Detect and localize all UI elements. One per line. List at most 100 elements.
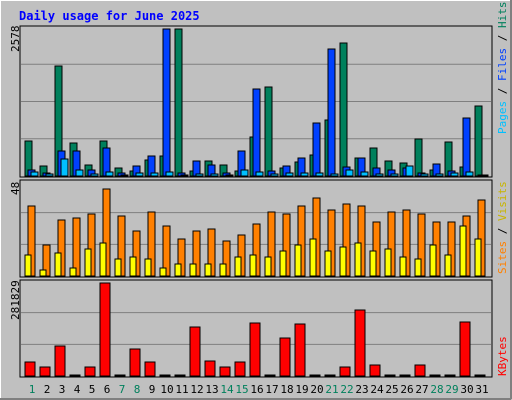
day-label: 13 [205, 383, 218, 396]
legend-sites: Sites [496, 241, 509, 274]
bar-sites [234, 256, 242, 277]
bar-sites [309, 238, 317, 277]
bar-pages [300, 172, 309, 177]
day-label: 16 [250, 383, 263, 396]
bar-sites [219, 263, 227, 277]
bar-pages [120, 174, 129, 177]
bar-kbytes [264, 374, 276, 377]
bar-pages [210, 173, 219, 177]
legend-kbytes-group: KBytes [496, 336, 509, 376]
bar-sites [474, 238, 482, 277]
day-axis-labels: 1 2 3 4 5 6 7 8 9 10 11 12 13 14 15 16 17 18 19 20 21 22 23 24 2… [29, 383, 489, 396]
day-label: 30 [460, 383, 473, 396]
bar-pages [405, 165, 414, 177]
day-label: 6 [104, 383, 111, 396]
day-label: 8 [134, 383, 141, 396]
chart-title: Daily usage for June 2025 [19, 9, 200, 23]
day-label: 11 [175, 383, 188, 396]
bar-sites [159, 267, 167, 277]
bar-hits [414, 138, 423, 177]
legend-visits-sites: Sites / Visits [496, 181, 509, 274]
day-label: 17 [265, 383, 278, 396]
legend-kbytes: KBytes [496, 336, 509, 376]
bar-kbytes [399, 374, 411, 377]
bar-kbytes [474, 374, 486, 377]
bar-kbytes [189, 326, 201, 377]
bar-sites [69, 267, 77, 277]
bar-kbytes [99, 282, 111, 377]
day-label: 19 [295, 383, 308, 396]
bar-pages [105, 171, 114, 177]
bar-sites [294, 244, 302, 277]
bar-kbytes [234, 361, 246, 377]
day-label: 18 [280, 383, 293, 396]
bar-pages [285, 172, 294, 177]
bar-kbytes [144, 361, 156, 377]
bar-sites [189, 263, 197, 277]
bar-kbytes [159, 374, 171, 377]
bar-sites [279, 250, 287, 277]
day-label: 1 [29, 383, 36, 396]
bar-pages [270, 173, 279, 177]
bar-pages [465, 171, 474, 177]
bar-kbytes [324, 374, 336, 377]
bar-kbytes [444, 374, 456, 377]
max-label-kbytes: 281829 [9, 280, 22, 320]
day-label: 2 [44, 383, 51, 396]
day-label: 20 [310, 383, 323, 396]
bar-kbytes [309, 374, 321, 377]
day-label: 3 [59, 383, 66, 396]
bar-sites [444, 254, 452, 277]
bar-pages [450, 172, 459, 177]
bar-kbytes [354, 309, 366, 377]
day-label: 21 [325, 383, 338, 396]
bar-kbytes [129, 348, 141, 377]
bar-kbytes [414, 364, 426, 377]
bar-kbytes [339, 366, 351, 377]
bar-sites [339, 246, 347, 277]
bar-pages [330, 173, 339, 177]
max-label-visits: 48 [9, 182, 22, 195]
legend-hits: Hits [496, 2, 509, 29]
bar-pages [45, 173, 54, 177]
bar-sites [114, 258, 122, 277]
bar-hits [174, 28, 183, 177]
bar-kbytes [279, 337, 291, 377]
bar-pages [240, 169, 249, 177]
bar-kbytes [459, 321, 471, 377]
bar-files [327, 48, 336, 177]
bar-kbytes [174, 374, 186, 377]
bar-pages [435, 173, 444, 177]
bar-pages [480, 174, 489, 177]
bar-pages [75, 169, 84, 177]
bar-pages [420, 173, 429, 177]
bar-sites [264, 256, 272, 277]
bar-hits [264, 86, 273, 177]
day-label: 7 [119, 383, 126, 396]
bar-kbytes [114, 374, 126, 377]
bar-pages [225, 174, 234, 177]
day-label: 14 [220, 383, 234, 396]
bar-sites [99, 242, 107, 277]
bar-kbytes [249, 322, 261, 377]
bar-sites [144, 258, 152, 277]
bar-sites [39, 269, 47, 277]
day-label: 28 [430, 383, 443, 396]
day-label: 24 [370, 383, 384, 396]
bar-kbytes [69, 374, 81, 377]
day-label: 31 [475, 383, 488, 396]
bar-files [252, 88, 261, 177]
day-label: 25 [385, 383, 398, 396]
bar-sites [459, 225, 467, 277]
bar-sites [384, 248, 392, 277]
day-label: 29 [445, 383, 458, 396]
bar-sites [429, 244, 437, 277]
bar-pages [150, 172, 159, 177]
max-label-hits: 2578 [9, 26, 22, 53]
bar-sites [399, 256, 407, 277]
bar-kbytes [84, 366, 96, 377]
legend-hits-files-pages: Pages / Files / Hits [496, 2, 509, 135]
bar-sites [84, 248, 92, 277]
bar-kbytes [54, 345, 66, 377]
day-label: 9 [149, 383, 156, 396]
